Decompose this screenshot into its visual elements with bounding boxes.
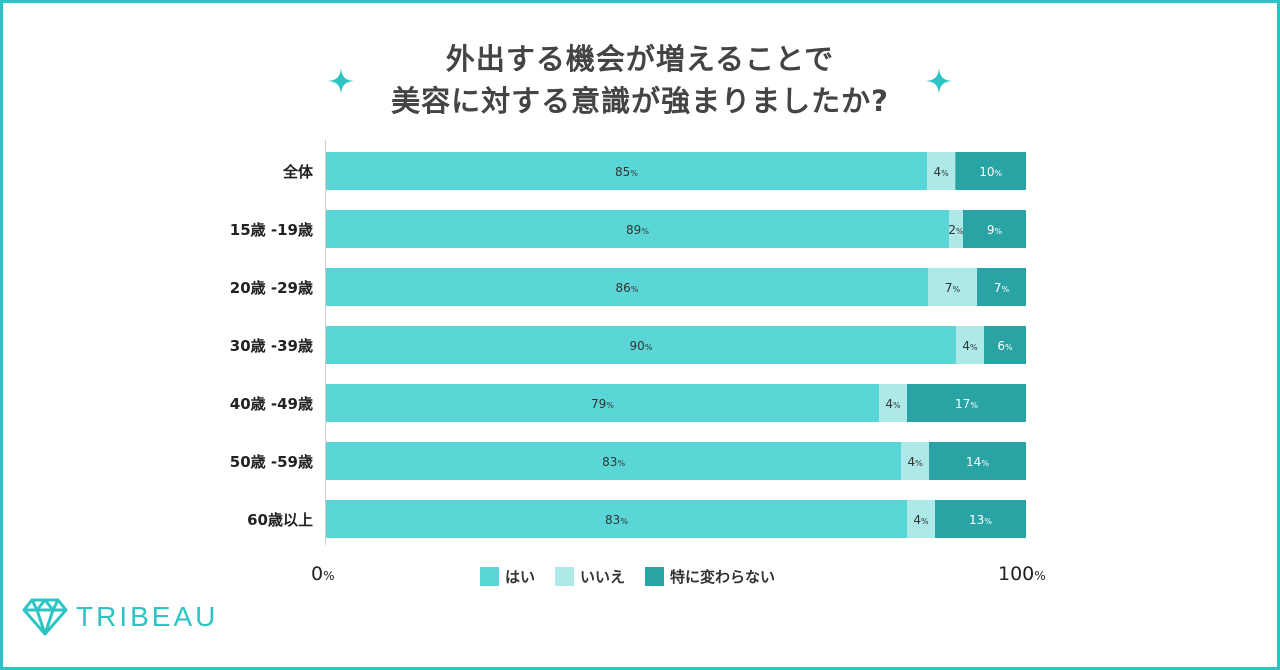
bar-segment	[326, 326, 956, 364]
x-axis-max-label: 100%	[998, 563, 1046, 585]
data-label: 6%	[997, 339, 1013, 353]
chart-title-line-1: 外出する機会が増えることで	[445, 42, 835, 76]
legend-item-unchanged: 特に変わらない	[645, 566, 775, 587]
chart-legend: はい いいえ 特に変わらない	[480, 566, 775, 586]
bar-segment	[326, 268, 928, 306]
x-axis-min-label: 0%	[311, 563, 335, 585]
data-label: 90%	[630, 339, 653, 353]
bar-segment	[928, 268, 977, 306]
x-axis-max-value: 100	[998, 563, 1035, 585]
category-label: 15歳 -19歳	[230, 221, 313, 239]
data-label: 17%	[955, 397, 978, 411]
data-label: 83%	[605, 513, 628, 527]
bar-segment	[963, 210, 1026, 248]
bar-segment	[879, 384, 907, 422]
legend-label-yes: はい	[505, 567, 536, 586]
data-label: 89%	[626, 223, 649, 237]
data-label: 4%	[962, 339, 978, 353]
category-label: 60歳以上	[247, 511, 313, 529]
category-label: 30歳 -39歳	[230, 337, 313, 355]
bar-segment	[326, 442, 902, 480]
data-label: 4%	[885, 397, 901, 411]
data-label: 4%	[907, 455, 923, 469]
x-axis-max-unit: %	[1034, 569, 1046, 583]
bar-segment	[956, 326, 984, 364]
bar-segment	[935, 500, 1026, 538]
bar-segment	[326, 500, 907, 538]
diamond-icon	[22, 598, 68, 636]
data-label: 4%	[934, 165, 950, 179]
legend-swatch-yes	[480, 566, 499, 586]
legend-swatch-unchanged	[645, 566, 665, 586]
legend-label-no: いいえ	[580, 567, 626, 586]
legend-item-no: いいえ	[555, 566, 625, 587]
data-label: 14%	[966, 455, 989, 469]
bar-segment	[907, 384, 1026, 422]
chart-title-line-2: 美容に対する意識が強まりましたか?	[391, 84, 889, 118]
bar-segment	[927, 152, 956, 190]
legend-item-yes: はい	[480, 566, 535, 587]
data-label: 79%	[591, 397, 614, 411]
legend-swatch-no	[555, 566, 575, 586]
bar-segment	[977, 268, 1026, 306]
bar-segment	[984, 326, 1026, 364]
bar-segment	[928, 442, 1026, 480]
category-label: 全体	[282, 163, 314, 181]
data-label: 10%	[979, 165, 1002, 179]
data-label: 2%	[948, 223, 964, 237]
bar-segment	[326, 384, 879, 422]
sparkle-left-icon	[328, 68, 354, 94]
x-axis-min-value: 0	[311, 563, 324, 585]
bar-segment	[901, 442, 929, 480]
logo-text: TRIBEAU	[76, 601, 219, 632]
bar-segment	[907, 500, 935, 538]
bar-segment	[949, 210, 963, 248]
data-label: 85%	[615, 165, 638, 179]
tribeau-logo: TRIBEAU	[22, 597, 218, 637]
sparkle-right-icon	[926, 68, 952, 94]
data-label: 83%	[602, 455, 625, 469]
bar-segment	[955, 152, 1026, 190]
data-label: 13%	[969, 513, 992, 527]
category-label: 50歳 -59歳	[230, 453, 313, 471]
data-label: 86%	[616, 281, 639, 295]
category-label: 40歳 -49歳	[230, 395, 313, 413]
chart-title: 外出する機会が増えることで 美容に対する意識が強まりましたか?	[0, 38, 1280, 122]
bar-segment	[326, 152, 928, 190]
x-axis-min-unit: %	[323, 569, 335, 583]
data-label: 7%	[994, 281, 1010, 295]
legend-label-unchanged: 特に変わらない	[670, 567, 776, 586]
data-label: 9%	[987, 223, 1003, 237]
category-label: 20歳 -29歳	[230, 279, 313, 297]
data-label: 7%	[945, 281, 961, 295]
bar-segment	[326, 210, 949, 248]
data-label: 4%	[913, 513, 929, 527]
